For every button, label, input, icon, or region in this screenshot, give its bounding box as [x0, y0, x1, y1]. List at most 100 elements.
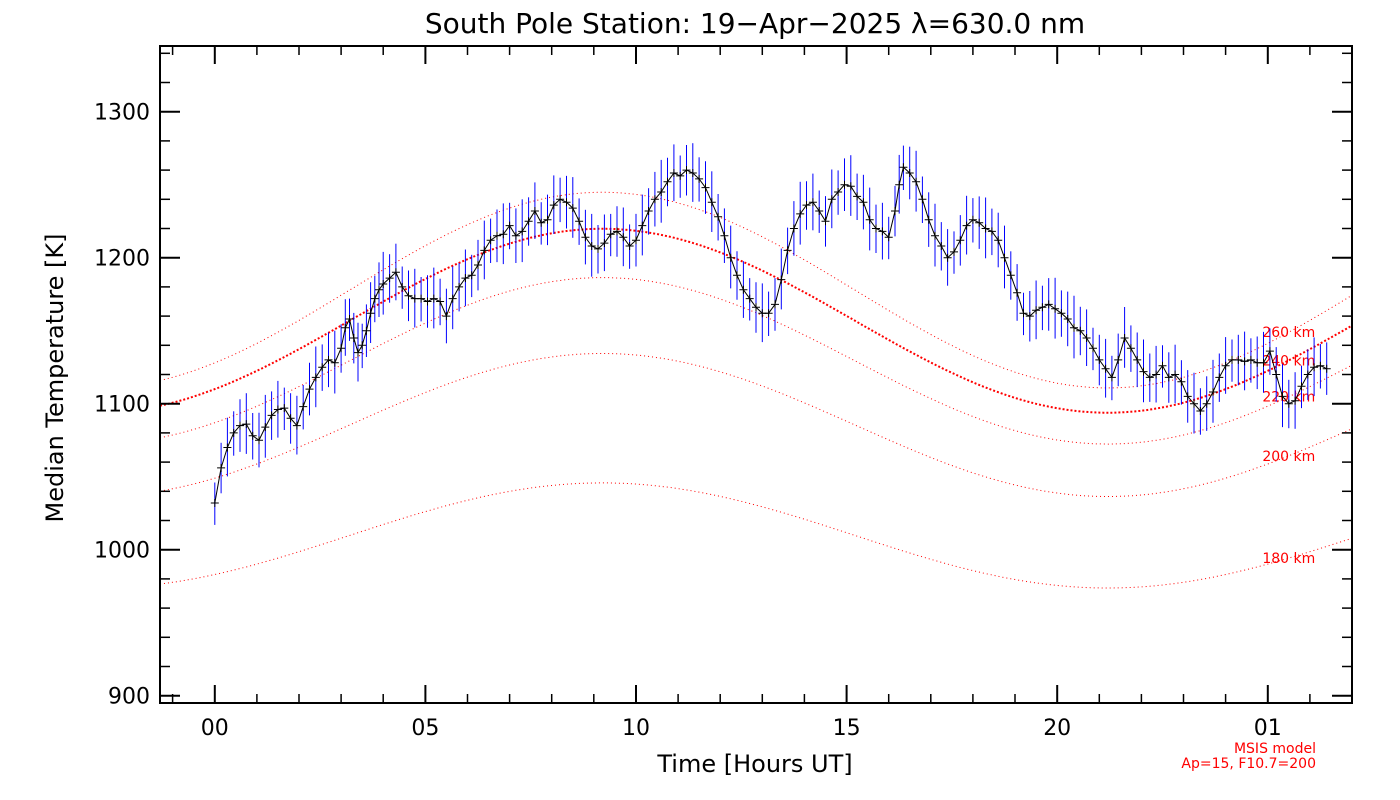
- data-point: [370, 294, 379, 303]
- plot-frame: [159, 45, 1353, 704]
- data-point: [345, 315, 354, 323]
- data-point: [417, 294, 426, 303]
- data-point: [1215, 373, 1224, 382]
- data-point: [950, 247, 958, 256]
- data-point: [594, 244, 602, 253]
- data-point: [1171, 370, 1180, 379]
- x-tick-label: 00: [201, 716, 229, 741]
- data-point: [846, 182, 855, 191]
- data-point: [1316, 361, 1325, 370]
- data-point: [745, 294, 754, 303]
- data-point: [511, 231, 520, 240]
- data-point: [267, 411, 276, 420]
- x-tick-label: 05: [411, 716, 439, 741]
- data-point: [1076, 326, 1085, 335]
- data-point: [1051, 304, 1060, 313]
- data-point: [324, 355, 333, 364]
- data-point: [1013, 288, 1022, 297]
- data-point: [600, 239, 609, 248]
- x-tick-label: 10: [622, 716, 650, 741]
- data-point: [474, 261, 482, 269]
- data-point: [701, 183, 710, 192]
- data-point: [918, 195, 927, 204]
- data-point: [815, 207, 824, 215]
- data-point: [223, 443, 232, 452]
- chart-title: South Pole Station: 19−Apr−2025 λ=630.0 …: [425, 7, 1085, 40]
- data-point: [676, 171, 685, 180]
- data-point: [255, 436, 263, 445]
- data-point: [962, 221, 971, 230]
- data-point: [305, 385, 314, 394]
- data-point: [1107, 373, 1116, 382]
- data-point: [330, 358, 339, 367]
- data-point: [625, 242, 634, 250]
- data-point: [280, 404, 289, 413]
- data-point: [273, 405, 282, 414]
- data-point: [210, 499, 219, 507]
- data-point: [714, 212, 723, 221]
- data-point: [505, 221, 514, 230]
- data-point: [899, 163, 908, 172]
- data-point: [650, 195, 659, 204]
- data-point: [1070, 323, 1078, 332]
- y-tick-label: 1200: [94, 247, 150, 272]
- data-point: [1139, 367, 1148, 376]
- data-point: [752, 303, 760, 312]
- data-point: [777, 275, 786, 284]
- model-curve-label-3: 240 km: [1262, 353, 1315, 369]
- data-point: [493, 231, 501, 240]
- data-point: [619, 233, 628, 242]
- data-point: [1272, 370, 1281, 379]
- data-point: [1038, 303, 1047, 312]
- x-tick-label: 20: [1043, 716, 1071, 741]
- data-point: [1158, 361, 1167, 370]
- measurement-line: [214, 166, 1327, 504]
- data-point: [1152, 370, 1161, 379]
- data-point: [1322, 364, 1331, 373]
- data-point: [1057, 309, 1066, 318]
- data-point: [1209, 388, 1217, 396]
- data-point: [1177, 377, 1186, 386]
- data-point: [1032, 306, 1041, 315]
- data-point: [859, 198, 868, 207]
- data-point: [391, 268, 400, 277]
- data-point: [1297, 382, 1306, 391]
- data-point: [549, 201, 558, 210]
- data-point: [968, 215, 977, 224]
- x-axis-label: Time [Hours UT]: [656, 750, 852, 778]
- data-point: [1221, 361, 1230, 370]
- data-point: [726, 253, 735, 262]
- data-point: [707, 198, 716, 207]
- data-point: [669, 169, 678, 177]
- data-point: [764, 309, 773, 318]
- model-curve-0: [159, 482, 1353, 589]
- data-point: [318, 363, 327, 372]
- data-point: [436, 297, 445, 306]
- data-point: [292, 421, 301, 430]
- data-point: [981, 224, 990, 233]
- data-point: [720, 231, 729, 240]
- data-point: [975, 218, 984, 227]
- data-point: [657, 188, 666, 196]
- data-point: [1133, 355, 1142, 364]
- data-point: [358, 341, 367, 350]
- data-point: [853, 192, 862, 201]
- data-point: [1126, 344, 1135, 353]
- data-point: [834, 188, 843, 196]
- data-point: [956, 236, 965, 245]
- data-point: [341, 323, 350, 332]
- data-point: [802, 201, 811, 210]
- data-point: [884, 233, 893, 242]
- data-point: [733, 271, 741, 280]
- data-point: [349, 334, 358, 342]
- data-point: [905, 169, 914, 177]
- data-point: [895, 180, 904, 189]
- data-point: [1303, 370, 1312, 379]
- data-point: [1196, 407, 1205, 415]
- model-curve-label-4: 260 km: [1262, 325, 1315, 341]
- data-point: [486, 236, 495, 245]
- data-point: [1310, 363, 1319, 372]
- data-point: [286, 414, 295, 423]
- data-point: [931, 231, 939, 240]
- data-point: [789, 224, 798, 233]
